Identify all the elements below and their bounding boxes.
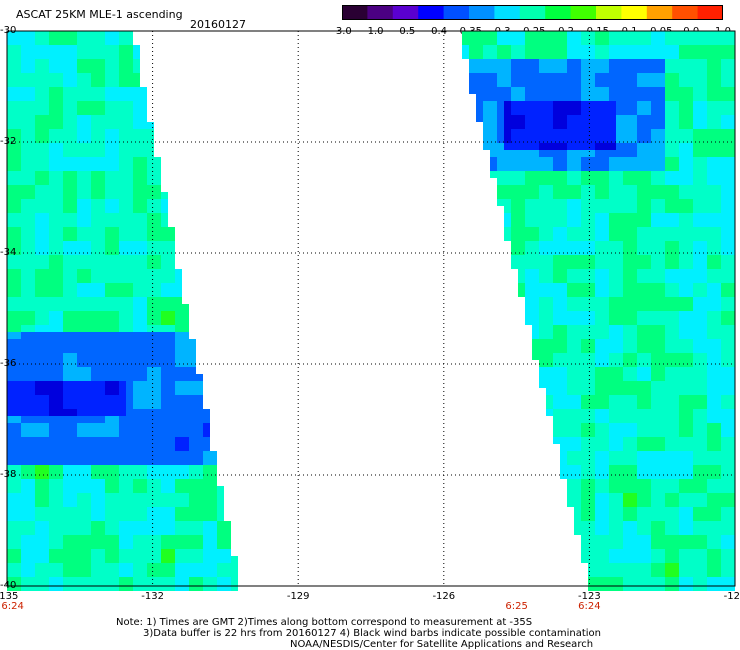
note-line-3: NOAA/NESDIS/Center for Satellite Applica… bbox=[290, 639, 594, 650]
title: ASCAT 25KM MLE-1 ascending bbox=[16, 8, 183, 21]
colorbar-segment bbox=[494, 5, 521, 20]
colorbar-segment bbox=[392, 5, 419, 20]
note-line-2: 3)Data buffer is 22 hrs from 20160127 4)… bbox=[143, 628, 601, 639]
longitude-tick-label: -129 bbox=[286, 591, 310, 602]
colorbar-segment bbox=[646, 5, 673, 20]
latitude-tick-label: -34 bbox=[0, 247, 17, 258]
colorbar-segment bbox=[519, 5, 546, 20]
longitude-tick-label: -123 bbox=[578, 591, 601, 602]
time-label: 6:24 bbox=[578, 601, 601, 612]
note-line-1: Note: 1) Times are GMT 2)Times along bot… bbox=[116, 617, 533, 628]
latitude-tick-label: -38 bbox=[0, 469, 17, 480]
longitude-tick-label: -132 bbox=[141, 591, 164, 602]
colorbar-segment bbox=[443, 5, 470, 20]
longitude-tick-label: -126 bbox=[432, 591, 456, 602]
colorbar-segment bbox=[469, 5, 495, 20]
wind-swaths bbox=[7, 31, 735, 591]
colorbar-segment bbox=[621, 5, 648, 20]
latitude-tick-label: -40 bbox=[0, 580, 17, 591]
longitude-tick-label: -120 bbox=[723, 591, 740, 602]
colorbar-segment bbox=[545, 5, 572, 20]
colorbar-segment bbox=[367, 5, 394, 20]
colorbar-segment bbox=[570, 5, 597, 20]
colorbar-segment bbox=[342, 5, 368, 20]
time-label: 6:25 bbox=[505, 601, 528, 612]
colorbar bbox=[342, 5, 723, 20]
graticule bbox=[6, 30, 736, 587]
latitude-tick-label: -32 bbox=[0, 136, 17, 147]
date-label: 20160127 bbox=[190, 18, 246, 31]
colorbar-segment bbox=[697, 5, 723, 20]
latitude-tick-label: -30 bbox=[0, 25, 17, 36]
latitude-tick-label: -36 bbox=[0, 358, 17, 369]
colorbar-segment bbox=[672, 5, 699, 20]
time-label: 6:24 bbox=[1, 601, 24, 612]
colorbar-segment bbox=[596, 5, 622, 20]
longitude-tick-label: -135 bbox=[0, 591, 19, 602]
colorbar-segment bbox=[418, 5, 445, 20]
